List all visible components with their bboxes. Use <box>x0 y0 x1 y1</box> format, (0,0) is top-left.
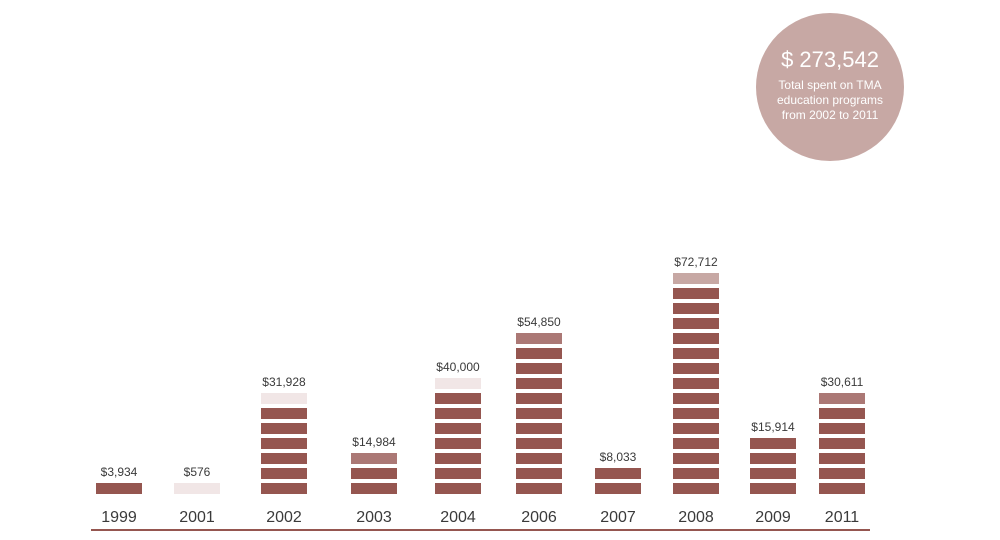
bar-block <box>673 453 719 464</box>
bar-block <box>819 453 865 464</box>
bar-block <box>516 348 562 359</box>
bar-block <box>516 333 562 344</box>
bar-block <box>673 378 719 389</box>
bar-block <box>261 408 307 419</box>
bar-block <box>750 453 796 464</box>
bar-block <box>673 318 719 329</box>
category-label-2001: 2001 <box>179 509 215 526</box>
category-label-2006: 2006 <box>521 509 557 526</box>
bar-block <box>351 468 397 479</box>
bar-block <box>261 483 307 494</box>
bar-block <box>819 468 865 479</box>
bar-2008 <box>673 273 719 494</box>
category-label-2009: 2009 <box>755 509 791 526</box>
bar-2001 <box>174 483 220 494</box>
bar-block <box>673 408 719 419</box>
bar-block <box>673 468 719 479</box>
value-label-2009: $15,914 <box>751 420 795 434</box>
bar-block <box>750 483 796 494</box>
bar-2002 <box>261 393 307 494</box>
bar-block <box>516 483 562 494</box>
bar-block <box>435 393 481 404</box>
bar-block <box>750 438 796 449</box>
value-labels: $3,934 $576 $31,928 $14,984 $40,000 $54,850 $8… <box>101 255 864 479</box>
bar-block <box>435 408 481 419</box>
bar-2009 <box>750 438 796 494</box>
bar-2006 <box>516 333 562 494</box>
bar-2007 <box>595 468 641 494</box>
bar-block <box>516 423 562 434</box>
bar-block <box>261 393 307 404</box>
bar-block <box>435 483 481 494</box>
bar-block <box>819 408 865 419</box>
bar-block <box>174 483 220 494</box>
bar-block <box>261 438 307 449</box>
value-label-2006: $54,850 <box>517 315 561 329</box>
bar-block <box>516 378 562 389</box>
category-label-1999: 1999 <box>101 509 137 526</box>
bar-block <box>673 393 719 404</box>
bar-block <box>96 483 142 494</box>
total-callout: $ 273,542 Total spent on TMA education p… <box>756 13 904 161</box>
bar-block <box>819 483 865 494</box>
bar-2004 <box>435 378 481 494</box>
bar-block <box>595 483 641 494</box>
value-label-1999: $3,934 <box>101 465 138 479</box>
bar-block <box>435 468 481 479</box>
bar-block <box>516 438 562 449</box>
bar-block <box>673 423 719 434</box>
value-label-2008: $72,712 <box>674 255 718 269</box>
bar-block <box>819 393 865 404</box>
bar-block <box>750 468 796 479</box>
bars <box>96 273 865 494</box>
bar-block <box>673 363 719 374</box>
category-label-2002: 2002 <box>266 509 302 526</box>
bar-block <box>261 453 307 464</box>
bar-block <box>673 288 719 299</box>
bar-block <box>673 333 719 344</box>
bar-block <box>435 423 481 434</box>
bar-block <box>435 438 481 449</box>
bar-block <box>819 438 865 449</box>
bar-block <box>516 408 562 419</box>
bar-block <box>673 438 719 449</box>
value-label-2007: $8,033 <box>600 450 637 464</box>
bar-block <box>516 363 562 374</box>
bar-block <box>673 348 719 359</box>
bar-block <box>516 453 562 464</box>
bar-2003 <box>351 453 397 494</box>
bar-block <box>351 483 397 494</box>
total-caption: Total spent on TMA education programs fr… <box>776 78 884 122</box>
category-label-2003: 2003 <box>356 509 392 526</box>
bar-block <box>673 273 719 284</box>
bar-block <box>435 378 481 389</box>
bar-block <box>819 423 865 434</box>
category-labels: 1999 2001 2002 2003 2004 2006 2007 2008 2009 2011 <box>101 509 859 526</box>
bar-block <box>261 423 307 434</box>
bar-block <box>351 453 397 464</box>
bar-block <box>673 483 719 494</box>
bar-block <box>516 393 562 404</box>
total-amount: $ 273,542 <box>781 47 879 72</box>
bar-block <box>516 468 562 479</box>
value-label-2011: $30,611 <box>821 375 864 389</box>
bar-block <box>261 468 307 479</box>
bar-1999 <box>96 483 142 494</box>
category-label-2007: 2007 <box>600 509 636 526</box>
value-label-2002: $31,928 <box>262 375 306 389</box>
bar-block <box>595 468 641 479</box>
value-label-2001: $576 <box>184 465 211 479</box>
bar-block <box>673 303 719 314</box>
value-label-2003: $14,984 <box>352 435 396 449</box>
value-label-2004: $40,000 <box>436 360 480 374</box>
bar-block <box>435 453 481 464</box>
category-label-2008: 2008 <box>678 509 714 526</box>
bar-2011 <box>819 393 865 494</box>
category-label-2004: 2004 <box>440 509 476 526</box>
category-label-2011: 2011 <box>825 509 860 526</box>
